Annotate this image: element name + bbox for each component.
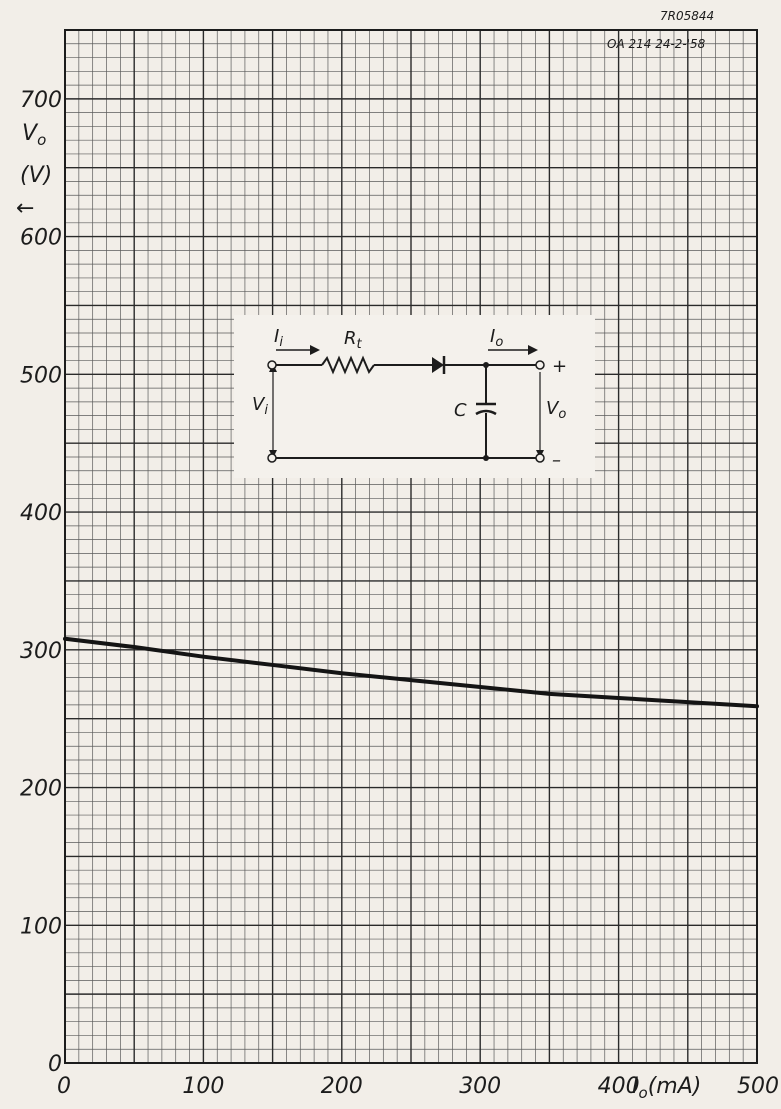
io-label: Io bbox=[490, 326, 503, 350]
ii-arrowhead bbox=[310, 345, 320, 355]
circuit-diagram: Ii Rt Io Vi C Vo + – bbox=[234, 315, 595, 478]
x-tick-label: 300 bbox=[459, 1074, 501, 1099]
terminal-in-top bbox=[267, 360, 277, 370]
x-tick-label: 400 bbox=[598, 1074, 640, 1099]
y-tick-label: 400 bbox=[20, 501, 62, 526]
junction-bottom bbox=[483, 455, 489, 461]
plus-label: + bbox=[552, 356, 567, 377]
junction-top bbox=[483, 362, 489, 368]
y-tick-label: 200 bbox=[20, 777, 62, 802]
y-axis-arrow: ← bbox=[16, 196, 34, 221]
series-layer bbox=[63, 636, 759, 709]
x-tick-label: 0 bbox=[57, 1074, 71, 1099]
y-tick-labels: 0 100 200 300 400 500 600 700 bbox=[20, 88, 62, 1077]
inset-background bbox=[234, 315, 595, 478]
x-tick-labels: 0 100 200 300 400 500 bbox=[57, 1074, 779, 1099]
x-tick-label: 200 bbox=[321, 1074, 363, 1099]
vi-label: Vi bbox=[252, 394, 268, 418]
terminal-out-bottom bbox=[535, 453, 545, 463]
stamp-ref: OA 214 24-2-'58 bbox=[607, 37, 706, 51]
x-tick-label: 100 bbox=[182, 1074, 224, 1099]
series-line-0 bbox=[63, 636, 759, 709]
resistor-symbol bbox=[321, 355, 375, 375]
terminal-out-top bbox=[535, 360, 545, 370]
y-tick-label: 600 bbox=[20, 226, 62, 251]
y-tick-label: 500 bbox=[20, 363, 62, 388]
cap-plate-bottom bbox=[475, 409, 497, 416]
rt-label: Rt bbox=[344, 328, 363, 352]
plot-frame bbox=[64, 29, 758, 1064]
stamp-code: 7R05844 bbox=[660, 9, 714, 23]
y-tick-label: 100 bbox=[20, 914, 62, 939]
vo-label: Vo bbox=[546, 398, 566, 422]
minus-label: – bbox=[552, 450, 561, 471]
x-tick-label: 500 bbox=[737, 1074, 779, 1099]
diode-triangle bbox=[432, 357, 444, 373]
io-arrowhead bbox=[528, 345, 538, 355]
ii-label: Ii bbox=[274, 326, 283, 350]
y-axis-unit: (V) bbox=[20, 163, 52, 188]
x-axis-label: Io(mA) bbox=[632, 1074, 701, 1102]
y-tick-label: 0 bbox=[48, 1052, 62, 1077]
y-tick-label: 700 bbox=[20, 88, 62, 113]
terminal-in-bottom bbox=[267, 453, 277, 463]
c-label: C bbox=[454, 400, 467, 421]
y-tick-label: 300 bbox=[20, 639, 62, 664]
y-axis-label: Vo bbox=[22, 121, 46, 149]
